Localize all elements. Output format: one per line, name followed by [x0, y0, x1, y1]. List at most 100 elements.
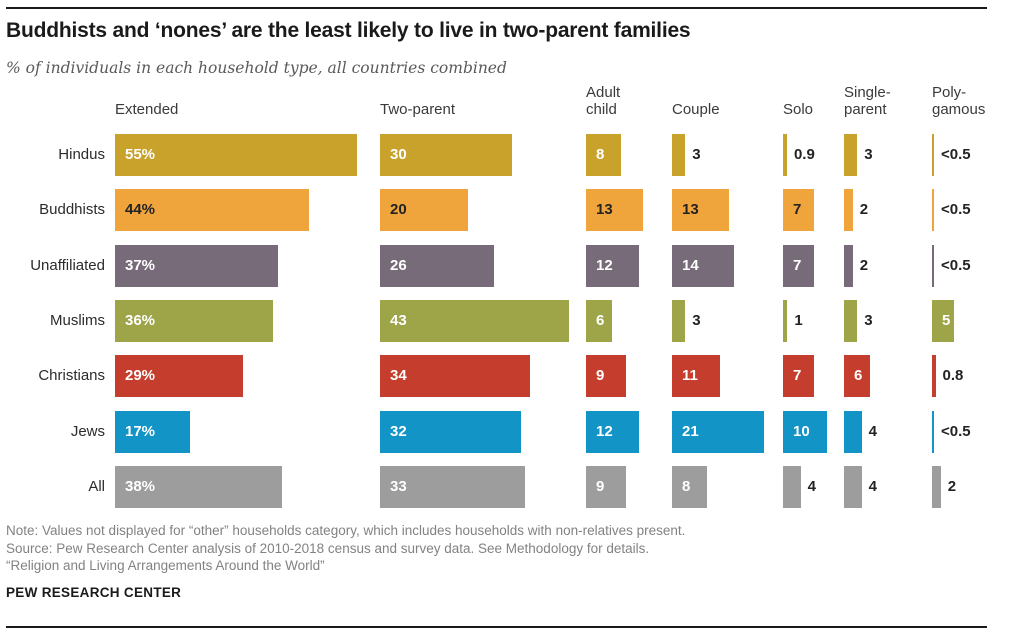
bar-value-label: 34 [390, 367, 407, 385]
bar-buddhists-extended: 44% [115, 189, 309, 232]
bar-muslims-extended: 36% [115, 299, 274, 342]
bar-value-label: <0.5 [941, 146, 971, 163]
bar-jews-single-parent [844, 410, 862, 453]
bar-hindus-extended: 55% [115, 134, 357, 176]
bar-christians-couple: 11 [672, 355, 721, 398]
bar-value-label: 0.9 [793, 146, 815, 163]
bar-value-label: 2 [859, 256, 869, 274]
bar-value-label: 14 [682, 256, 699, 274]
row-label-hindus: Hindus [58, 146, 105, 163]
bar-unaffiliated-single-parent [844, 244, 853, 287]
column-header-couple: Couple [672, 101, 720, 118]
chart-title: Buddhists and ‘nones’ are the least like… [6, 19, 691, 42]
bar-value-label: 1 [794, 311, 803, 329]
bar-value-label: 6 [596, 311, 605, 329]
top-divider [6, 7, 987, 9]
row-label-buddhists: Buddhists [39, 201, 105, 219]
bar-buddhists-two-parent: 20 [380, 189, 468, 232]
bar-unaffiliated-two-parent: 26 [380, 244, 495, 287]
bar-value-label: <0.5 [941, 201, 971, 219]
bar-value-label: 11 [682, 367, 698, 385]
bar-all-solo [783, 465, 801, 508]
bar-hindus-solo [783, 134, 787, 176]
bar-value-label: 36% [125, 311, 156, 329]
bar-value-label: 20 [390, 201, 407, 219]
bar-value-label: 8 [596, 146, 605, 163]
bar-value-label: 3 [864, 146, 873, 163]
bar-value-label: 38% [125, 477, 156, 495]
bar-value-label: 12 [596, 422, 613, 440]
column-header-solo: Solo [783, 101, 814, 118]
bar-unaffiliated-polygamous [932, 244, 934, 287]
bar-value-label: 55% [125, 146, 156, 163]
column-header-extended: Extended [115, 101, 179, 118]
bar-jews-extended: 17% [115, 410, 190, 453]
row-label-christians: Christians [38, 367, 105, 385]
bar-hindus-single-parent [844, 134, 858, 176]
report-title-line: “Religion and Living Arrangements Around… [6, 558, 325, 573]
bar-value-label: 2 [947, 477, 957, 495]
column-header-adult-child: Adult child [586, 84, 621, 118]
bar-all-polygamous [932, 465, 941, 508]
bar-jews-couple: 21 [672, 410, 765, 453]
bar-buddhists-adult-child: 13 [586, 189, 644, 232]
bar-jews-polygamous [932, 410, 934, 453]
bar-christians-extended: 29% [115, 355, 243, 398]
bar-muslims-couple [672, 299, 686, 342]
note-line: Note: Values not displayed for “other” h… [6, 523, 686, 538]
chart-subtitle: % of individuals in each household type,… [6, 59, 507, 77]
bar-hindus-two-parent: 30 [380, 134, 512, 176]
bar-value-label: 4 [807, 477, 816, 495]
bar-all-extended: 38% [115, 465, 283, 508]
bar-value-label: <0.5 [941, 422, 971, 440]
bar-value-label: 21 [682, 422, 699, 440]
column-header-single-parent: Single- parent [844, 84, 891, 118]
bar-value-label: 26 [390, 256, 407, 274]
bar-value-label: 44% [125, 201, 156, 219]
bar-unaffiliated-couple: 14 [672, 244, 734, 287]
row-label-jews: Jews [70, 422, 105, 440]
bar-value-label: 37% [125, 256, 156, 274]
bar-christians-single-parent: 6 [844, 355, 871, 398]
row-label-muslims: Muslims [50, 311, 105, 329]
bar-hindus-adult-child: 8 [586, 134, 622, 176]
row-label-all: All [88, 477, 105, 495]
bar-unaffiliated-adult-child: 12 [586, 244, 639, 287]
bar-value-label: 13 [596, 201, 613, 219]
bar-unaffiliated-solo: 7 [783, 244, 814, 287]
bar-value-label: 29% [125, 367, 156, 385]
source-line: Source: Pew Research Center analysis of … [6, 540, 650, 556]
bar-value-label: 5 [942, 311, 951, 329]
bar-value-label: 12 [596, 256, 613, 274]
bar-value-label: 30 [390, 146, 407, 163]
bar-value-label: 17% [125, 422, 156, 440]
chart-notes: Note: Values not displayed for “other” h… [6, 522, 685, 575]
bar-value-label: 6 [854, 367, 863, 385]
bar-value-label: 32 [390, 422, 407, 440]
bar-jews-two-parent: 32 [380, 410, 521, 453]
bar-unaffiliated-extended: 37% [115, 244, 278, 287]
bar-hindus-polygamous [932, 134, 934, 176]
bar-value-label: 9 [596, 367, 605, 385]
bar-jews-adult-child: 12 [586, 410, 639, 453]
bar-muslims-solo [783, 299, 788, 342]
bar-value-label: 10 [793, 422, 810, 440]
bar-all-two-parent: 33 [380, 465, 526, 508]
bar-hindus-couple [672, 134, 686, 176]
bar-all-single-parent [844, 465, 862, 508]
pew-research-center-logo: PEW RESEARCH CENTER [6, 585, 182, 600]
bar-jews-solo: 10 [783, 410, 827, 453]
bar-value-label: <0.5 [941, 256, 971, 274]
bar-all-adult-child: 9 [586, 465, 626, 508]
column-header-polygamous: Poly- gamous [932, 84, 986, 118]
bar-all-couple: 8 [672, 465, 708, 508]
grouped-bar-chart: Extended Two-parent Adult child Couple Solo S… [0, 84, 1024, 512]
bar-value-label: 13 [682, 201, 699, 219]
bar-christians-two-parent: 34 [380, 355, 530, 398]
bar-buddhists-couple: 13 [672, 189, 730, 232]
bar-value-label: 3 [692, 311, 701, 329]
bar-muslims-polygamous: 5 [932, 299, 954, 342]
bar-value-label: 0.8 [942, 367, 964, 385]
bottom-divider [6, 626, 987, 628]
